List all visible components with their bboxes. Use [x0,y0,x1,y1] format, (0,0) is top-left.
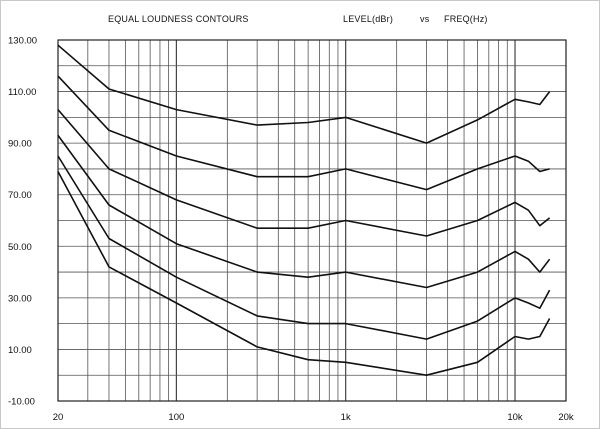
y-tick-label: 90.00 [8,139,32,150]
contour-line-6 [57,171,551,377]
grid [57,39,567,402]
contour-line-5 [57,155,551,340]
contour-line-1 [57,44,551,144]
x-tick-label: 20k [558,412,574,423]
x-tick-label: 10k [507,412,523,423]
tick-labels: 130.00 110.00 90.00 70.00 50.00 30.00 10.00 -10… [8,36,574,424]
plot-border [57,39,567,402]
series-layer [57,44,551,377]
y-tick-label: -10.00 [8,397,35,408]
contour-line-4 [57,134,551,289]
x-axis-label: FREQ(Hz) [444,14,488,24]
chart-title: EQUAL LOUDNESS CONTOURS [108,14,249,24]
y-tick-label: 10.00 [8,345,32,356]
y-tick-label: 130.00 [8,36,37,47]
vs-label: vs [420,14,430,24]
y-tick-label: 50.00 [8,242,32,253]
contour-line-2 [57,75,550,191]
x-tick-label: 1k [341,412,351,423]
contour-line-3 [57,109,551,237]
y-tick-label: 70.00 [8,190,32,201]
y-axis-label: LEVEL(dBr) [343,14,394,24]
y-tick-label: 110.00 [8,87,36,98]
y-tick-label: 30.00 [8,293,32,304]
x-tick-label: 20 [53,412,64,423]
x-tick-label: 100 [168,412,184,423]
